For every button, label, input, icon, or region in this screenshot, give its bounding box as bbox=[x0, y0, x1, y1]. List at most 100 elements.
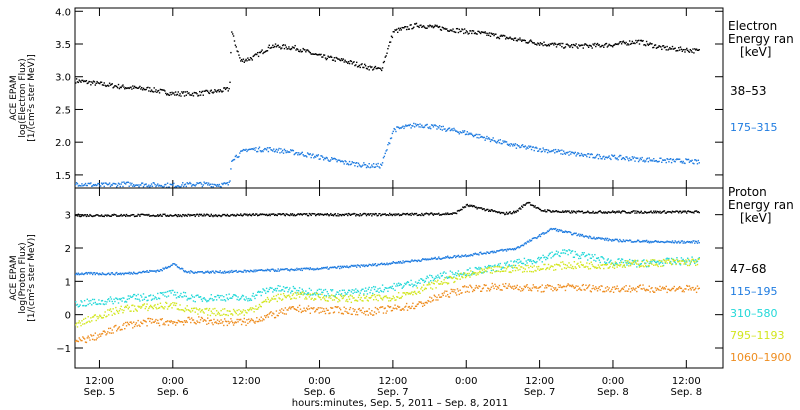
data-point bbox=[516, 259, 518, 261]
data-point bbox=[131, 182, 133, 185]
data-point bbox=[438, 296, 441, 298]
data-point bbox=[285, 268, 287, 270]
data-point bbox=[233, 40, 236, 42]
data-point bbox=[650, 160, 652, 162]
data-point bbox=[137, 319, 139, 322]
data-point bbox=[115, 85, 117, 87]
data-point bbox=[99, 185, 102, 187]
data-point bbox=[367, 314, 369, 316]
data-point bbox=[90, 84, 92, 86]
data-point bbox=[344, 310, 346, 313]
data-point bbox=[199, 295, 202, 298]
data-point bbox=[174, 186, 176, 189]
data-point bbox=[86, 273, 88, 275]
data-point bbox=[593, 156, 595, 159]
data-point bbox=[681, 290, 683, 293]
data-point bbox=[382, 291, 385, 293]
data-point bbox=[85, 322, 88, 324]
data-point bbox=[658, 259, 660, 262]
data-point bbox=[686, 212, 688, 214]
data-point bbox=[338, 265, 340, 268]
data-point bbox=[684, 162, 686, 165]
data-point bbox=[328, 295, 330, 297]
data-point bbox=[541, 150, 543, 153]
data-point bbox=[271, 297, 273, 299]
data-point bbox=[528, 145, 530, 147]
data-point bbox=[612, 211, 615, 213]
data-point bbox=[256, 150, 259, 153]
data-point bbox=[318, 296, 320, 299]
data-point bbox=[127, 215, 130, 217]
data-point bbox=[657, 261, 659, 263]
data-point bbox=[220, 319, 222, 321]
data-point bbox=[182, 214, 185, 216]
data-point bbox=[470, 205, 472, 207]
data-point bbox=[496, 211, 499, 214]
data-point bbox=[485, 32, 487, 34]
data-point bbox=[686, 158, 688, 161]
data-point bbox=[604, 156, 607, 159]
data-point bbox=[413, 126, 416, 128]
data-point bbox=[430, 301, 432, 303]
data-point bbox=[123, 322, 125, 325]
data-point bbox=[376, 214, 378, 217]
data-point bbox=[187, 92, 189, 95]
data-point bbox=[486, 267, 488, 270]
data-point bbox=[665, 260, 667, 262]
data-point bbox=[78, 215, 80, 217]
data-point bbox=[483, 136, 485, 139]
data-point bbox=[183, 215, 186, 217]
data-point bbox=[411, 291, 413, 293]
data-point bbox=[526, 202, 528, 204]
data-point bbox=[587, 210, 589, 212]
data-point bbox=[563, 231, 566, 234]
data-point bbox=[383, 262, 386, 265]
data-point bbox=[501, 289, 503, 291]
data-point bbox=[695, 260, 698, 262]
data-point bbox=[369, 166, 371, 169]
data-point bbox=[364, 65, 367, 67]
data-point bbox=[575, 43, 577, 45]
data-point bbox=[204, 308, 206, 310]
data-point bbox=[623, 265, 626, 267]
data-point bbox=[118, 326, 121, 328]
data-point bbox=[441, 213, 444, 216]
data-point bbox=[686, 240, 689, 243]
data-point bbox=[687, 50, 690, 53]
data-point bbox=[242, 58, 245, 60]
data-point bbox=[553, 269, 555, 271]
data-point bbox=[289, 292, 292, 294]
data-point bbox=[90, 214, 92, 217]
data-point bbox=[534, 237, 536, 239]
data-point bbox=[608, 287, 610, 289]
data-point bbox=[108, 183, 110, 185]
data-point bbox=[294, 214, 296, 217]
data-point bbox=[239, 57, 241, 59]
data-point bbox=[643, 266, 645, 268]
data-point bbox=[289, 48, 292, 51]
data-point bbox=[561, 149, 563, 151]
data-point bbox=[691, 287, 693, 289]
data-point bbox=[267, 316, 270, 318]
data-point bbox=[604, 43, 607, 45]
data-point bbox=[205, 89, 207, 92]
data-point bbox=[312, 213, 314, 215]
data-point bbox=[580, 152, 583, 155]
data-point bbox=[143, 184, 146, 186]
data-point bbox=[592, 256, 594, 258]
data-point bbox=[76, 326, 79, 328]
data-point bbox=[695, 261, 698, 263]
data-point bbox=[467, 33, 469, 35]
data-point bbox=[302, 294, 304, 296]
data-point bbox=[518, 264, 520, 267]
data-point bbox=[488, 288, 490, 290]
data-point bbox=[199, 319, 202, 321]
data-point bbox=[639, 211, 642, 214]
data-point bbox=[108, 214, 110, 217]
data-point bbox=[269, 147, 271, 149]
data-point bbox=[550, 265, 552, 267]
data-point bbox=[262, 213, 264, 216]
data-point bbox=[548, 229, 551, 231]
data-point bbox=[364, 164, 367, 166]
data-point bbox=[659, 45, 661, 48]
